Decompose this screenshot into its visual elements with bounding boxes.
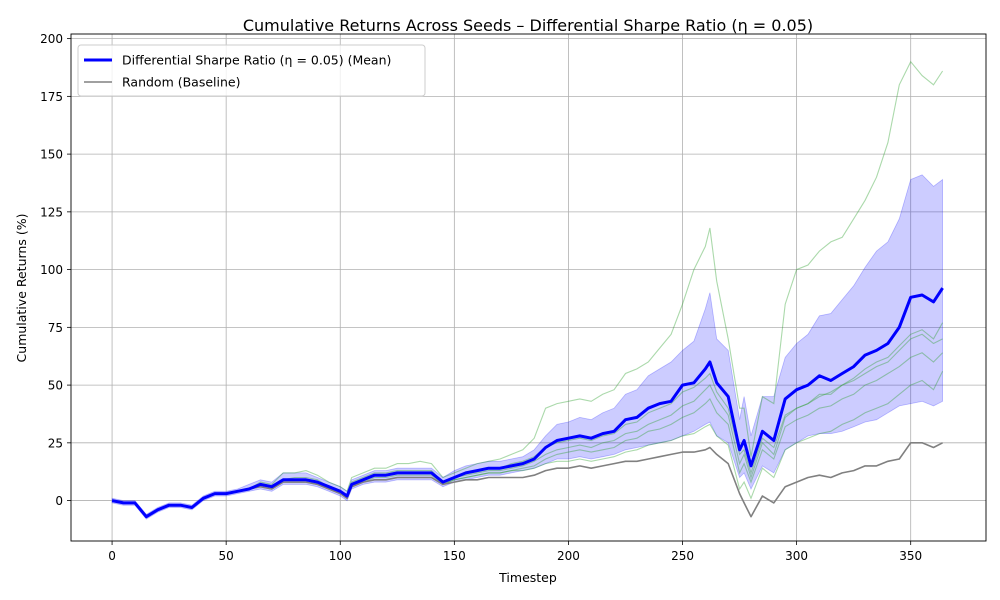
plot-area — [70, 33, 987, 542]
y-tick-label: 175 — [40, 90, 63, 104]
y-tick-label: 50 — [48, 379, 63, 393]
y-tick-label: 125 — [40, 205, 63, 219]
y-tick-label: 200 — [40, 32, 63, 46]
plot-layer — [111, 60, 944, 520]
x-tick-label: 100 — [329, 549, 352, 563]
legend-label-mean: Differential Sharpe Ratio (η = 0.05) (Me… — [122, 53, 391, 68]
x-tick-label: 0 — [108, 549, 116, 563]
y-tick-label: 100 — [40, 263, 63, 277]
x-tick-label: 250 — [671, 549, 694, 563]
legend: Differential Sharpe Ratio (η = 0.05) (Me… — [77, 44, 426, 97]
legend-label-random: Random (Baseline) — [122, 75, 240, 90]
y-tick-label: 150 — [40, 148, 63, 162]
x-axis-title: Timestep — [498, 570, 557, 585]
y-tick-label: 25 — [48, 436, 63, 450]
grid — [71, 34, 986, 541]
plot-frame — [70, 33, 987, 542]
x-tick-label: 200 — [557, 549, 580, 563]
y-tick-label: 75 — [48, 321, 63, 335]
mean-line — [111, 287, 944, 519]
x-tick-label: 300 — [785, 549, 808, 563]
legend-box — [77, 44, 426, 97]
axis-ticks: 0 50 100 150 200 250 300 350 0 25 50 75 100 125 150 175… — [40, 32, 922, 563]
x-tick-label: 150 — [443, 549, 466, 563]
x-tick-label: 50 — [219, 549, 234, 563]
y-tick-label: 0 — [55, 494, 63, 508]
plot-background — [71, 34, 986, 541]
chart-title: Cumulative Returns Across Seeds – Differ… — [243, 16, 813, 35]
y-axis-title: Cumulative Returns (%) — [14, 214, 29, 363]
x-tick-label: 350 — [899, 549, 922, 563]
